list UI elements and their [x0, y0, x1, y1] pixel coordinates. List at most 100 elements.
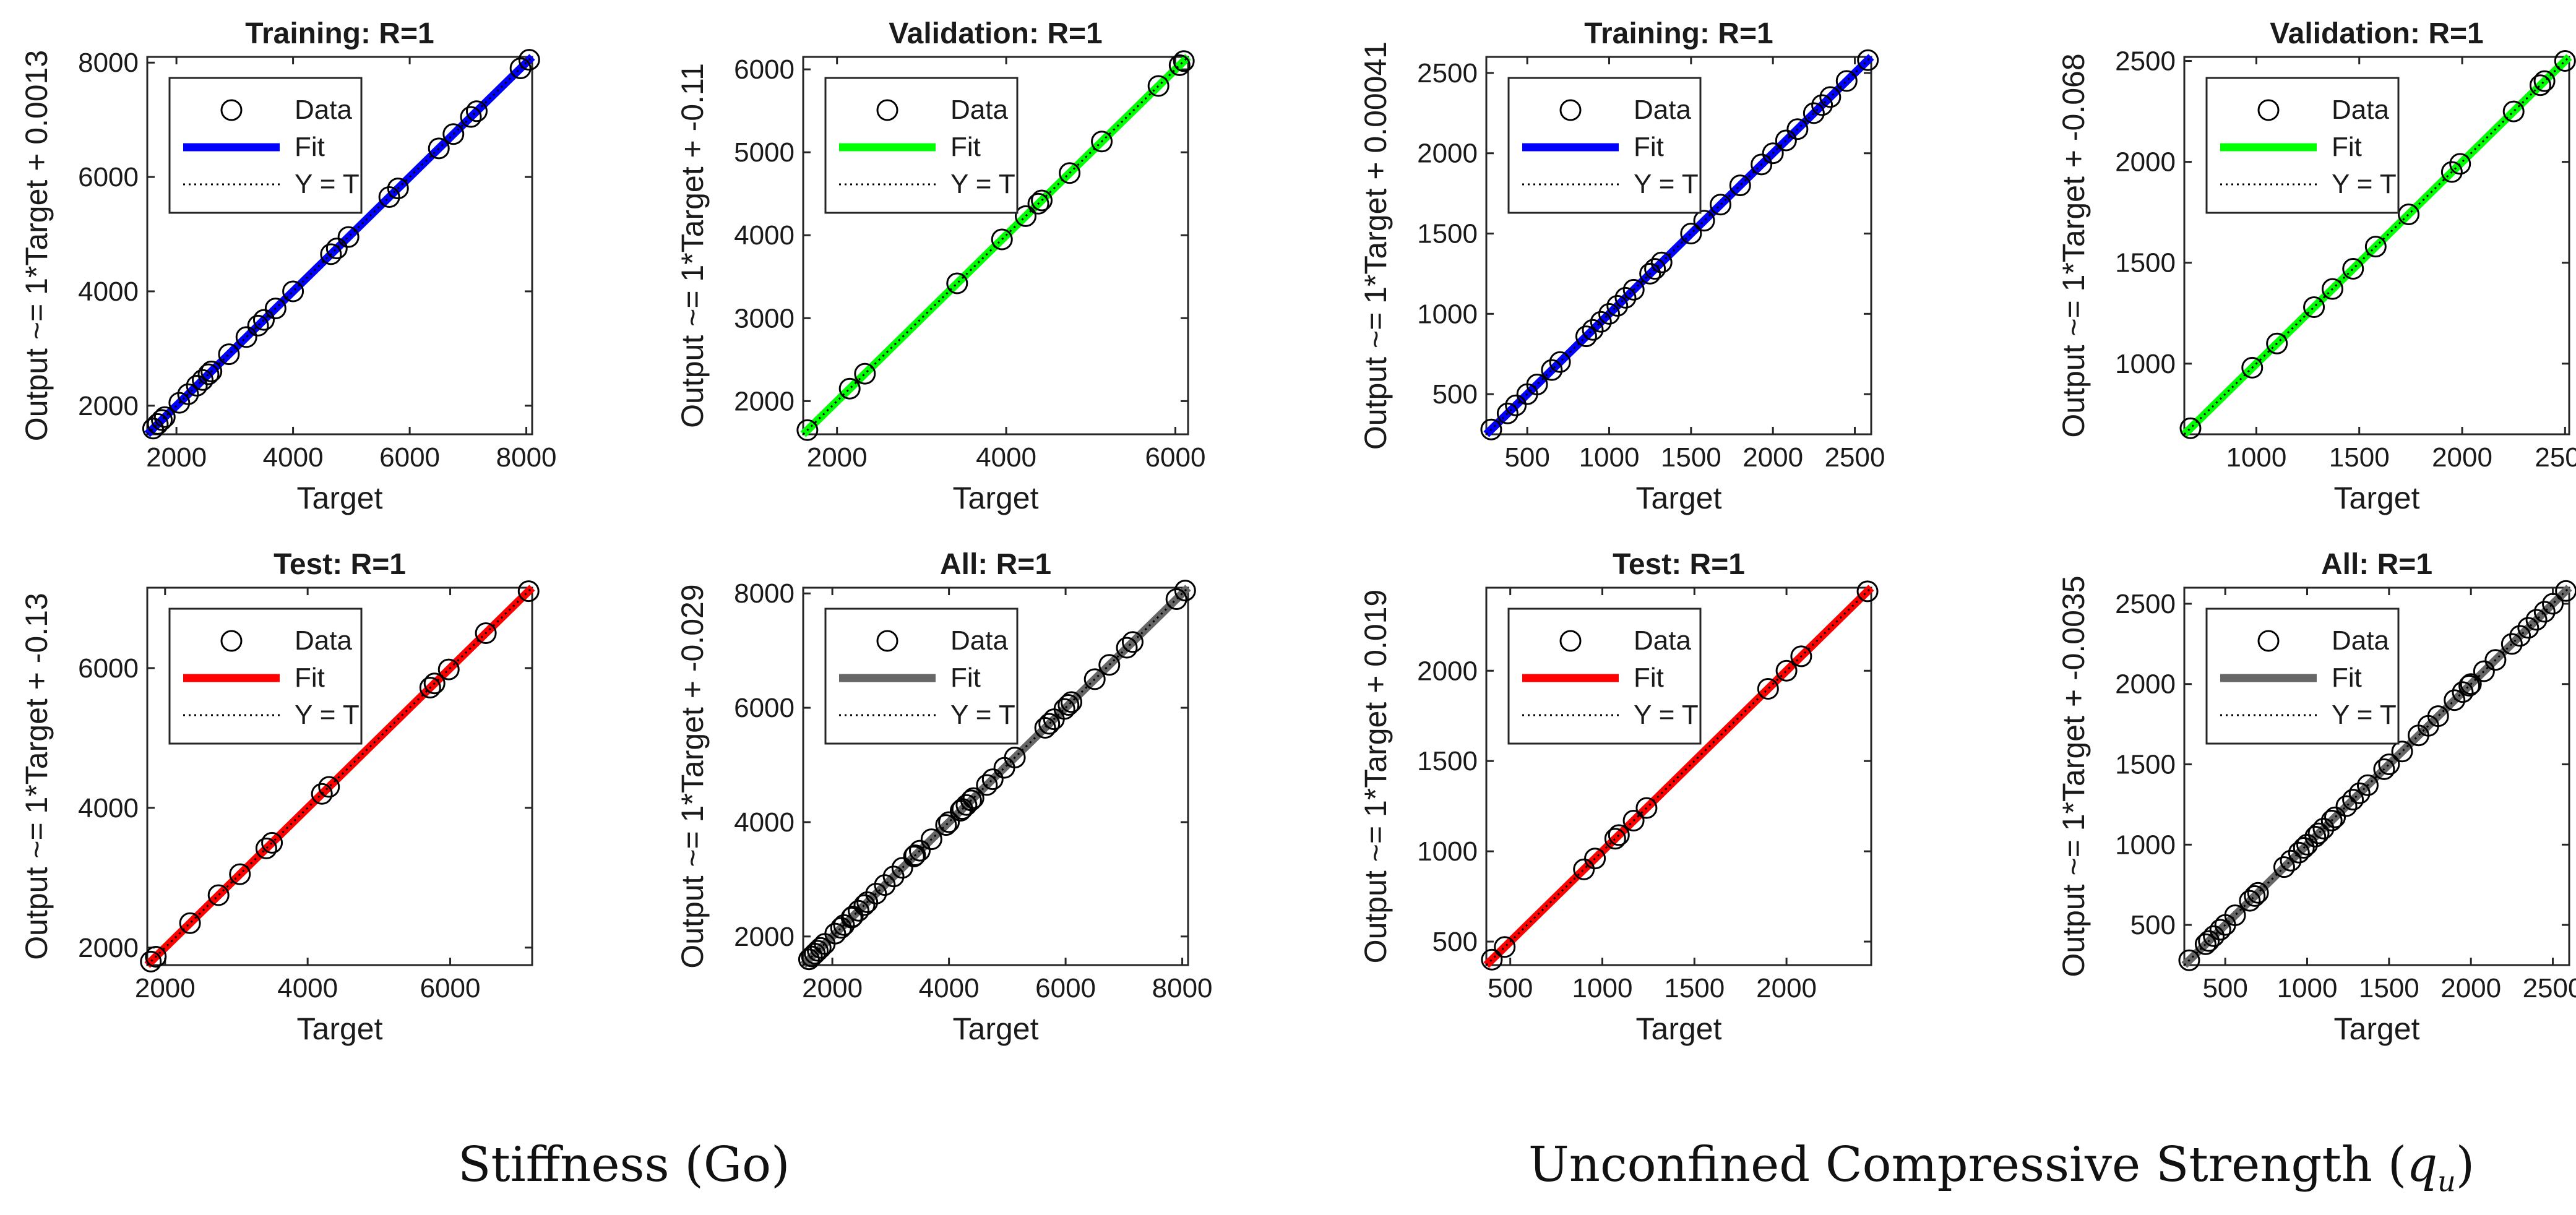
- data-point: [1505, 394, 1527, 416]
- y-tick-label: 6000: [78, 653, 139, 684]
- y-axis-label: Output ~= 1*Target + -0.11: [675, 63, 710, 428]
- data-point: [1496, 402, 1518, 424]
- data-point: [2373, 758, 2395, 780]
- data-point: [318, 776, 340, 798]
- legend-fit-label: Fit: [295, 663, 325, 693]
- data-point: [853, 894, 876, 916]
- y-axis-label: Output ~= 1*Target + 0.0013: [19, 50, 54, 441]
- data-point: [2525, 609, 2548, 631]
- data-point: [1590, 311, 1612, 333]
- y-tick-label: 1500: [2115, 750, 2176, 780]
- plot-title: Test: R=1: [1613, 548, 1745, 581]
- legend-data-marker: [1559, 99, 1582, 121]
- data-point: [838, 377, 861, 400]
- data-point: [2391, 741, 2413, 763]
- data-point: [2364, 236, 2387, 258]
- data-point: [798, 948, 820, 971]
- data-point: [465, 100, 488, 122]
- legend-data-marker: [1559, 630, 1582, 652]
- data-point: [1116, 637, 1138, 659]
- caption-ucs-suffix: ): [2455, 1137, 2475, 1193]
- data-point: [854, 363, 876, 385]
- x-tick-label: 1000: [1579, 442, 1640, 473]
- x-axis-label: Target: [297, 1011, 383, 1046]
- x-tick-label: 500: [2202, 973, 2247, 1003]
- x-axis-label: Target: [297, 481, 383, 515]
- y-tick-label: 8000: [78, 48, 139, 78]
- y-tick-label: 2000: [2115, 669, 2176, 700]
- x-tick-label: 1000: [2226, 442, 2286, 473]
- y-tick-label: 6000: [734, 693, 795, 723]
- data-point: [1541, 359, 1563, 381]
- data-point: [1053, 698, 1075, 720]
- data-point: [2293, 837, 2315, 859]
- y-tick-label: 1000: [1417, 836, 1478, 867]
- y-tick-label: 6000: [734, 54, 795, 85]
- data-point: [904, 844, 926, 867]
- data-point: [140, 950, 162, 972]
- legend-yt-label: Y = T: [1634, 700, 1699, 730]
- x-tick-label: 8000: [496, 442, 557, 473]
- data-point: [2342, 789, 2364, 811]
- legend-fit-label: Fit: [295, 132, 325, 162]
- data-point: [1819, 86, 1842, 108]
- data-point: [247, 314, 269, 337]
- x-tick-label: 1500: [2329, 442, 2390, 473]
- data-point: [1031, 189, 1053, 212]
- data-point: [186, 374, 208, 397]
- data-point: [2179, 417, 2202, 439]
- y-tick-label: 2000: [734, 386, 795, 416]
- data-point: [903, 845, 925, 867]
- y-tick-label: 5000: [734, 137, 795, 168]
- data-point: [2320, 809, 2343, 831]
- data-point: [2303, 296, 2325, 319]
- data-point: [168, 392, 191, 414]
- y-tick-label: 2000: [1417, 656, 1478, 686]
- regression-panel-5: Test: R=1 2000 4000 6000 2000 4000 6000 Target O…: [19, 548, 540, 1046]
- data-point: [2209, 919, 2231, 941]
- y-tick-label: 2000: [1417, 139, 1478, 169]
- data-point: [1174, 580, 1196, 602]
- y-equals-t-line: [802, 56, 1189, 436]
- plot-title: Test: R=1: [274, 548, 406, 581]
- data-point: [1608, 824, 1630, 846]
- data-point: [1027, 192, 1049, 215]
- data-point: [2178, 949, 2200, 971]
- x-tick-label: 4000: [263, 442, 324, 473]
- data-point: [1775, 129, 1797, 152]
- data-point: [848, 899, 870, 922]
- data-point: [2458, 674, 2481, 697]
- y-tick-label: 1500: [1417, 746, 1478, 776]
- data-point: [938, 811, 960, 833]
- y-axis-label: Output ~= 1*Target + -0.0035: [2056, 575, 2091, 977]
- data-point: [179, 912, 201, 934]
- data-point: [1856, 580, 1879, 603]
- data-point: [2239, 890, 2261, 912]
- data-point: [1775, 659, 1798, 682]
- data-point: [1480, 418, 1502, 440]
- x-axis-label: Target: [2334, 481, 2420, 515]
- data-point: [423, 672, 446, 695]
- data-point: [1015, 205, 1037, 227]
- data-point: [518, 49, 540, 71]
- data-point: [920, 828, 942, 851]
- x-tick-label: 2000: [135, 973, 196, 1003]
- data-point: [2502, 100, 2525, 122]
- data-point: [2224, 904, 2246, 927]
- x-tick-label: 500: [1488, 973, 1533, 1003]
- data-point: [1604, 828, 1626, 850]
- data-point: [2288, 841, 2310, 864]
- data-point: [1622, 278, 1645, 301]
- data-point: [946, 272, 968, 294]
- y-tick-label: 2000: [78, 933, 139, 963]
- data-point: [255, 837, 277, 859]
- data-point: [951, 798, 973, 820]
- x-tick-label: 500: [1504, 442, 1549, 473]
- y-tick-label: 1000: [2115, 349, 2176, 379]
- data-point: [2304, 825, 2327, 848]
- legend-yt-label: Y = T: [295, 169, 360, 199]
- data-point: [1061, 691, 1083, 713]
- data-point: [442, 123, 465, 145]
- y-tick-label: 1500: [1417, 219, 1478, 249]
